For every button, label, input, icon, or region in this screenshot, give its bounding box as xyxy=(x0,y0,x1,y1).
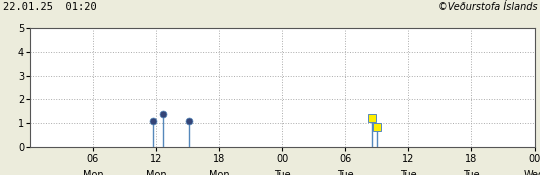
Text: 06: 06 xyxy=(87,154,99,164)
Text: Tue: Tue xyxy=(400,170,417,175)
Text: Mon: Mon xyxy=(209,170,230,175)
Text: 00: 00 xyxy=(276,154,288,164)
Text: Tue: Tue xyxy=(274,170,291,175)
Text: Tue: Tue xyxy=(337,170,354,175)
Text: Mon: Mon xyxy=(146,170,166,175)
Text: 00: 00 xyxy=(529,154,540,164)
Text: 12: 12 xyxy=(150,154,162,164)
Text: ©Veðurstofa Íslands: ©Veðurstofa Íslands xyxy=(438,2,537,12)
Text: Wed: Wed xyxy=(524,170,540,175)
Text: 18: 18 xyxy=(465,154,477,164)
Text: Mon: Mon xyxy=(83,170,103,175)
Text: 18: 18 xyxy=(213,154,225,164)
Text: 12: 12 xyxy=(402,154,415,164)
Text: Tue: Tue xyxy=(463,170,480,175)
Text: 06: 06 xyxy=(339,154,352,164)
Text: 22.01.25  01:20: 22.01.25 01:20 xyxy=(3,2,97,12)
